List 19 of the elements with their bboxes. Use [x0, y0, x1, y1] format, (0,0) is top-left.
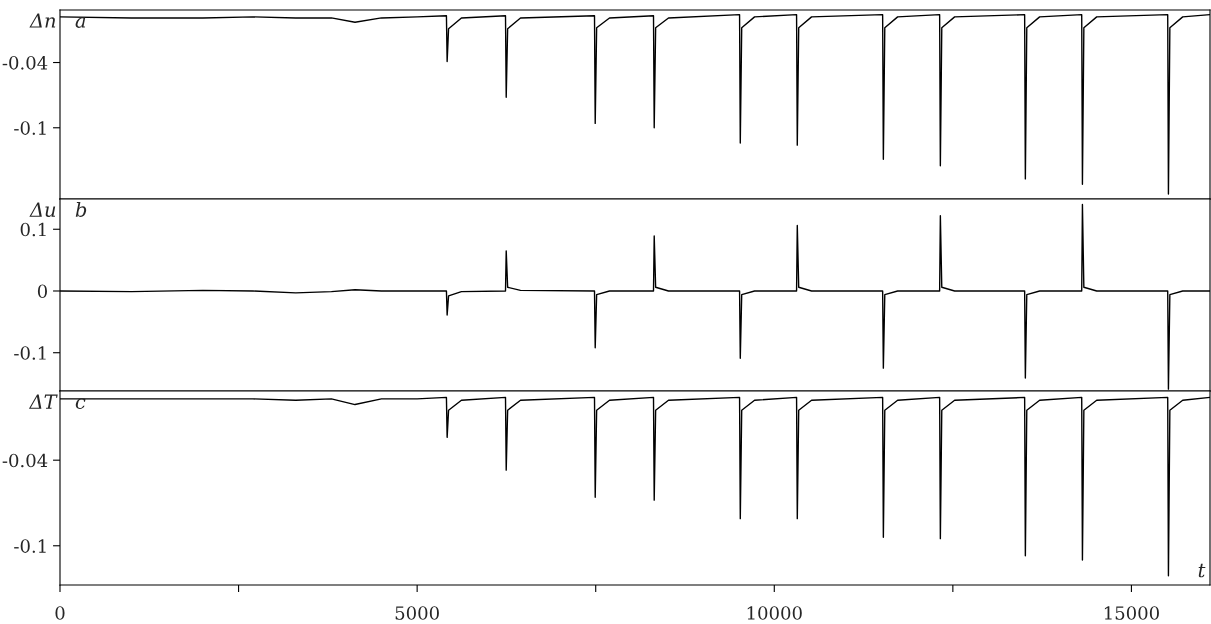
line-series [60, 13, 1210, 195]
x-tick-label: 5000 [395, 606, 439, 620]
y-tick-label: 0 [37, 284, 47, 299]
x-tick-label: 0 [55, 606, 65, 620]
annotation: a [75, 17, 86, 28]
y-tick-label: -0.1 [14, 539, 46, 553]
y-tick-label: 0.1 [20, 222, 46, 237]
y-tick-label: -0.04 [2, 55, 48, 70]
y-tick-label: -0.04 [2, 453, 48, 468]
x-tick-label: 10000 [747, 606, 802, 620]
x-tick-label: 15000 [1104, 606, 1159, 620]
annotation: c [75, 398, 86, 409]
y-axis-title: Δu [29, 202, 56, 217]
y-axis-title: ΔT [28, 394, 58, 409]
x-axis-title: t [1198, 563, 1206, 578]
y-tick-label: -0.1 [14, 121, 46, 135]
annotation: b [75, 201, 87, 217]
y-axis-title: Δn [29, 13, 56, 28]
y-tick-label: -0.1 [14, 346, 46, 360]
